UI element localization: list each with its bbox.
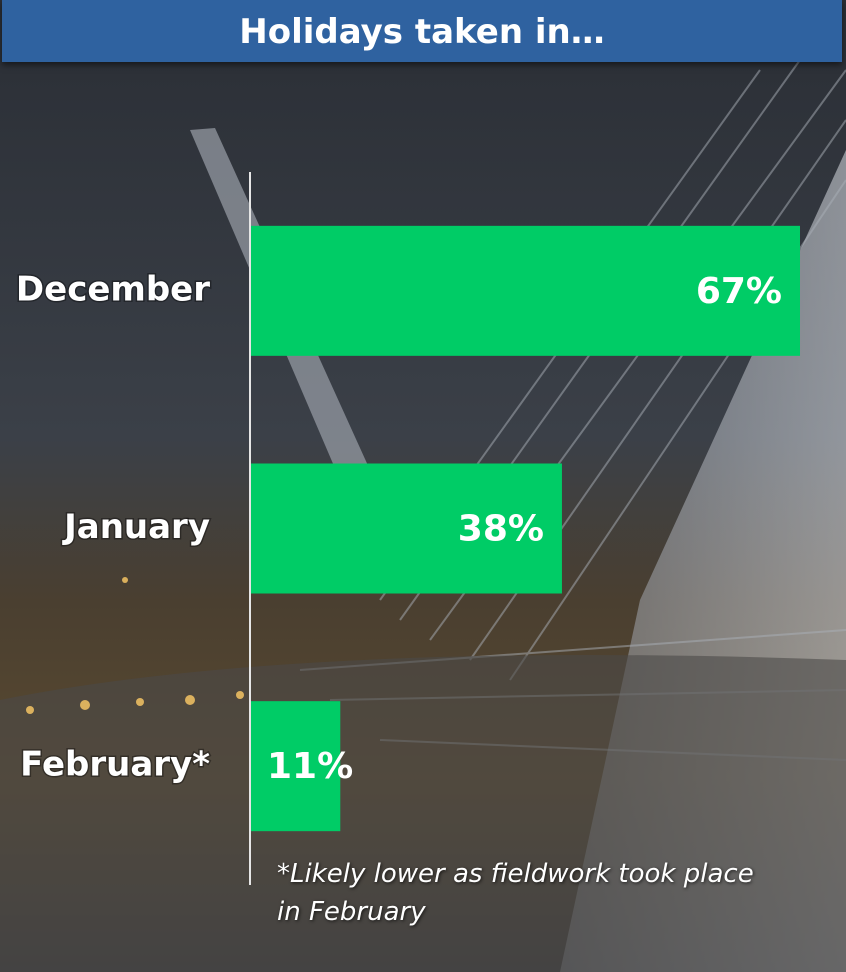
chart: December 67% January 38% February* 11% <box>0 0 846 972</box>
category-label: February* <box>20 745 210 785</box>
value-label: 11% <box>267 746 353 787</box>
category-label: December <box>16 269 210 309</box>
value-label: 67% <box>696 271 782 312</box>
footnote: *Likely lower as fieldwork took place in… <box>277 855 777 931</box>
value-label: 38% <box>458 509 544 550</box>
chart-title: Holidays taken in… <box>2 0 842 62</box>
category-label: January <box>62 507 210 547</box>
page: December 67% January 38% February* 11% Holida… <box>0 0 846 972</box>
